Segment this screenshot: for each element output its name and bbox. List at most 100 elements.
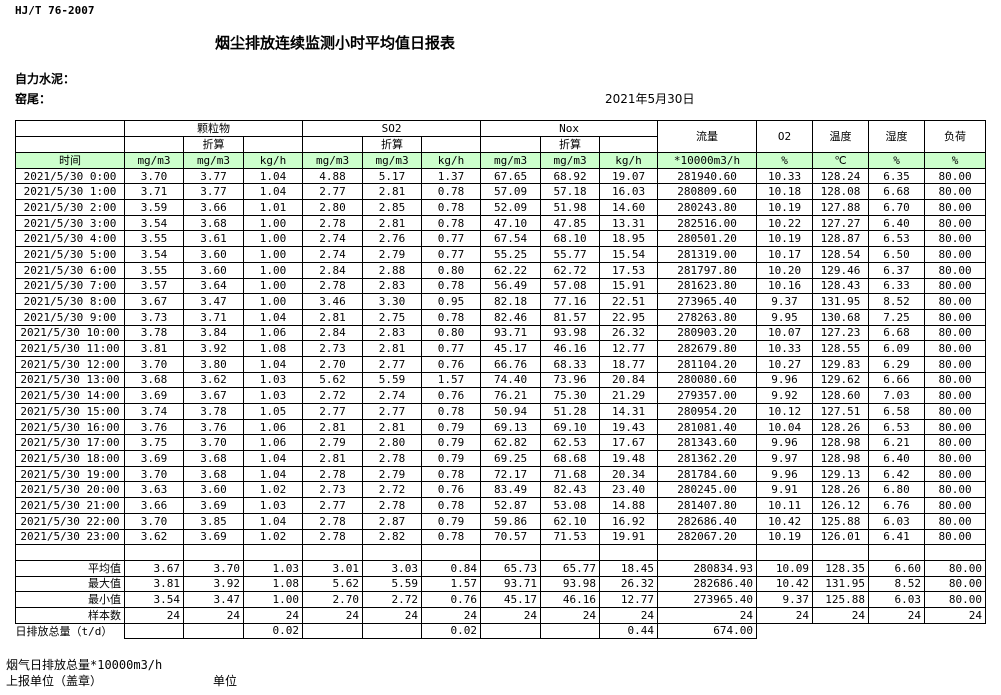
value-cell: 80.00 (924, 512, 987, 530)
value-cell: 20.84 (599, 371, 659, 389)
cell (924, 544, 987, 561)
value-cell: 9.91 (756, 481, 814, 499)
data-row: 2021/5/30 10:00 3.78 3.84 1.06 2.84 2.83 0.80 9… (15, 324, 987, 342)
kiln-label: 窑尾： (15, 92, 52, 106)
table-body: 颗粒物 SO2 Nox 流量 O2 温度 湿度 负荷 折算 折算 折算 时间 mg… (15, 120, 987, 640)
value-cell: 131.95 (812, 293, 870, 310)
summary-label: 样本数 (15, 606, 125, 624)
value-cell: 8.52 (868, 293, 926, 310)
value-cell: 2.81 (362, 183, 423, 201)
time-cell: 2021/5/30 16:00 (15, 418, 125, 436)
value-cell: 1.05 (242, 403, 304, 420)
data-row: 2021/5/30 23:00 3.62 3.69 1.02 2.78 2.82 0.78 7… (15, 528, 987, 546)
value-cell: 3.30 (362, 293, 423, 310)
value-cell: 2.78 (302, 528, 364, 546)
value-cell: 80.00 (924, 230, 987, 248)
summary-value: 24 (868, 606, 926, 624)
value-cell: 74.40 (480, 371, 542, 389)
value-cell: 6.40 (868, 214, 926, 232)
value-cell: 80.00 (924, 387, 987, 404)
blank-row (15, 544, 987, 561)
cell (302, 136, 364, 153)
cell (242, 544, 304, 561)
value-cell: 10.04 (756, 418, 814, 436)
time-cell: 2021/5/30 1:00 (15, 183, 125, 201)
daily-total-value: 674.00 (657, 622, 758, 640)
summary-value: 24 (124, 606, 184, 624)
data-row: 2021/5/30 3:00 3.54 3.68 1.00 2.78 2.81 0.78 47… (15, 214, 987, 232)
value-cell: 0.80 (421, 324, 482, 342)
value-cell: 0.78 (421, 214, 482, 232)
header-row: 折算 折算 折算 (15, 136, 986, 153)
value-cell: 7.03 (868, 387, 926, 404)
value-cell: 0.76 (421, 387, 482, 404)
value-cell: 10.33 (756, 167, 814, 185)
cell (813, 623, 869, 639)
time-cell: 2021/5/30 4:00 (15, 230, 125, 248)
value-cell: 3.54 (124, 214, 184, 232)
value-cell: 66.76 (480, 355, 542, 373)
unit-header: % (756, 152, 814, 169)
time-cell: 2021/5/30 13:00 (15, 371, 125, 389)
data-row: 2021/5/30 17:00 3.75 3.70 1.06 2.79 2.80 0.79 6… (15, 434, 987, 452)
value-cell: 2.72 (362, 481, 423, 499)
value-cell: 9.37 (756, 293, 814, 310)
value-cell: 12.77 (599, 340, 659, 357)
value-cell: 56.49 (480, 277, 542, 295)
value-cell: 10.19 (756, 199, 814, 216)
value-cell: 46.16 (540, 340, 601, 357)
value-cell: 130.68 (812, 308, 870, 326)
value-cell: 2.70 (302, 355, 364, 373)
unit-header: mg/m3 (302, 152, 364, 169)
value-cell: 6.68 (868, 324, 926, 342)
value-cell: 10.22 (756, 214, 814, 232)
value-cell: 75.30 (540, 387, 601, 404)
group-header: SO2 (302, 120, 482, 137)
value-cell: 280080.60 (657, 371, 758, 389)
summary-value: 3.01 (302, 559, 364, 577)
value-cell: 10.17 (756, 246, 814, 263)
value-cell: 3.77 (183, 183, 244, 201)
value-cell: 57.08 (540, 277, 601, 295)
time-cell: 2021/5/30 21:00 (15, 497, 125, 514)
value-cell: 9.92 (756, 387, 814, 404)
summary-value: 24 (756, 606, 814, 624)
value-cell: 278263.80 (657, 308, 758, 326)
value-cell: 1.06 (242, 418, 304, 436)
value-cell: 6.29 (868, 355, 926, 373)
summary-value: 2.70 (302, 591, 364, 608)
value-cell: 13.31 (599, 214, 659, 232)
cell (15, 136, 125, 153)
summary-value: 24 (480, 606, 542, 624)
value-cell: 16.92 (599, 512, 659, 530)
time-cell: 2021/5/30 15:00 (15, 403, 125, 420)
value-cell: 3.68 (183, 450, 244, 467)
value-cell: 80.00 (924, 418, 987, 436)
value-cell: 51.28 (540, 403, 601, 420)
value-cell: 62.10 (540, 512, 601, 530)
value-cell: 9.97 (756, 450, 814, 467)
value-cell: 73.96 (540, 371, 601, 389)
data-row: 2021/5/30 5:00 3.54 3.60 1.00 2.74 2.79 0.77 55… (15, 246, 987, 263)
value-cell: 3.55 (124, 261, 184, 279)
value-cell: 22.95 (599, 308, 659, 326)
value-cell: 0.78 (421, 277, 482, 295)
value-cell: 3.67 (124, 293, 184, 310)
cell (421, 544, 482, 561)
value-cell: 1.04 (242, 183, 304, 201)
value-cell: 3.57 (124, 277, 184, 295)
value-cell: 14.88 (599, 497, 659, 514)
value-cell: 279357.00 (657, 387, 758, 404)
daily-total-value: 0.44 (599, 622, 659, 640)
time-cell: 2021/5/30 2:00 (15, 199, 125, 216)
value-cell: 128.26 (812, 418, 870, 436)
footer-unit: 单位 (213, 674, 238, 688)
summary-value: 3.70 (183, 559, 244, 577)
value-cell: 0.76 (421, 481, 482, 499)
daily-total-value: 0.02 (242, 622, 304, 640)
summary-value: 128.35 (812, 559, 870, 577)
time-cell: 2021/5/30 7:00 (15, 277, 125, 295)
value-cell: 57.09 (480, 183, 542, 201)
value-cell: 5.59 (362, 371, 423, 389)
value-cell: 47.10 (480, 214, 542, 232)
